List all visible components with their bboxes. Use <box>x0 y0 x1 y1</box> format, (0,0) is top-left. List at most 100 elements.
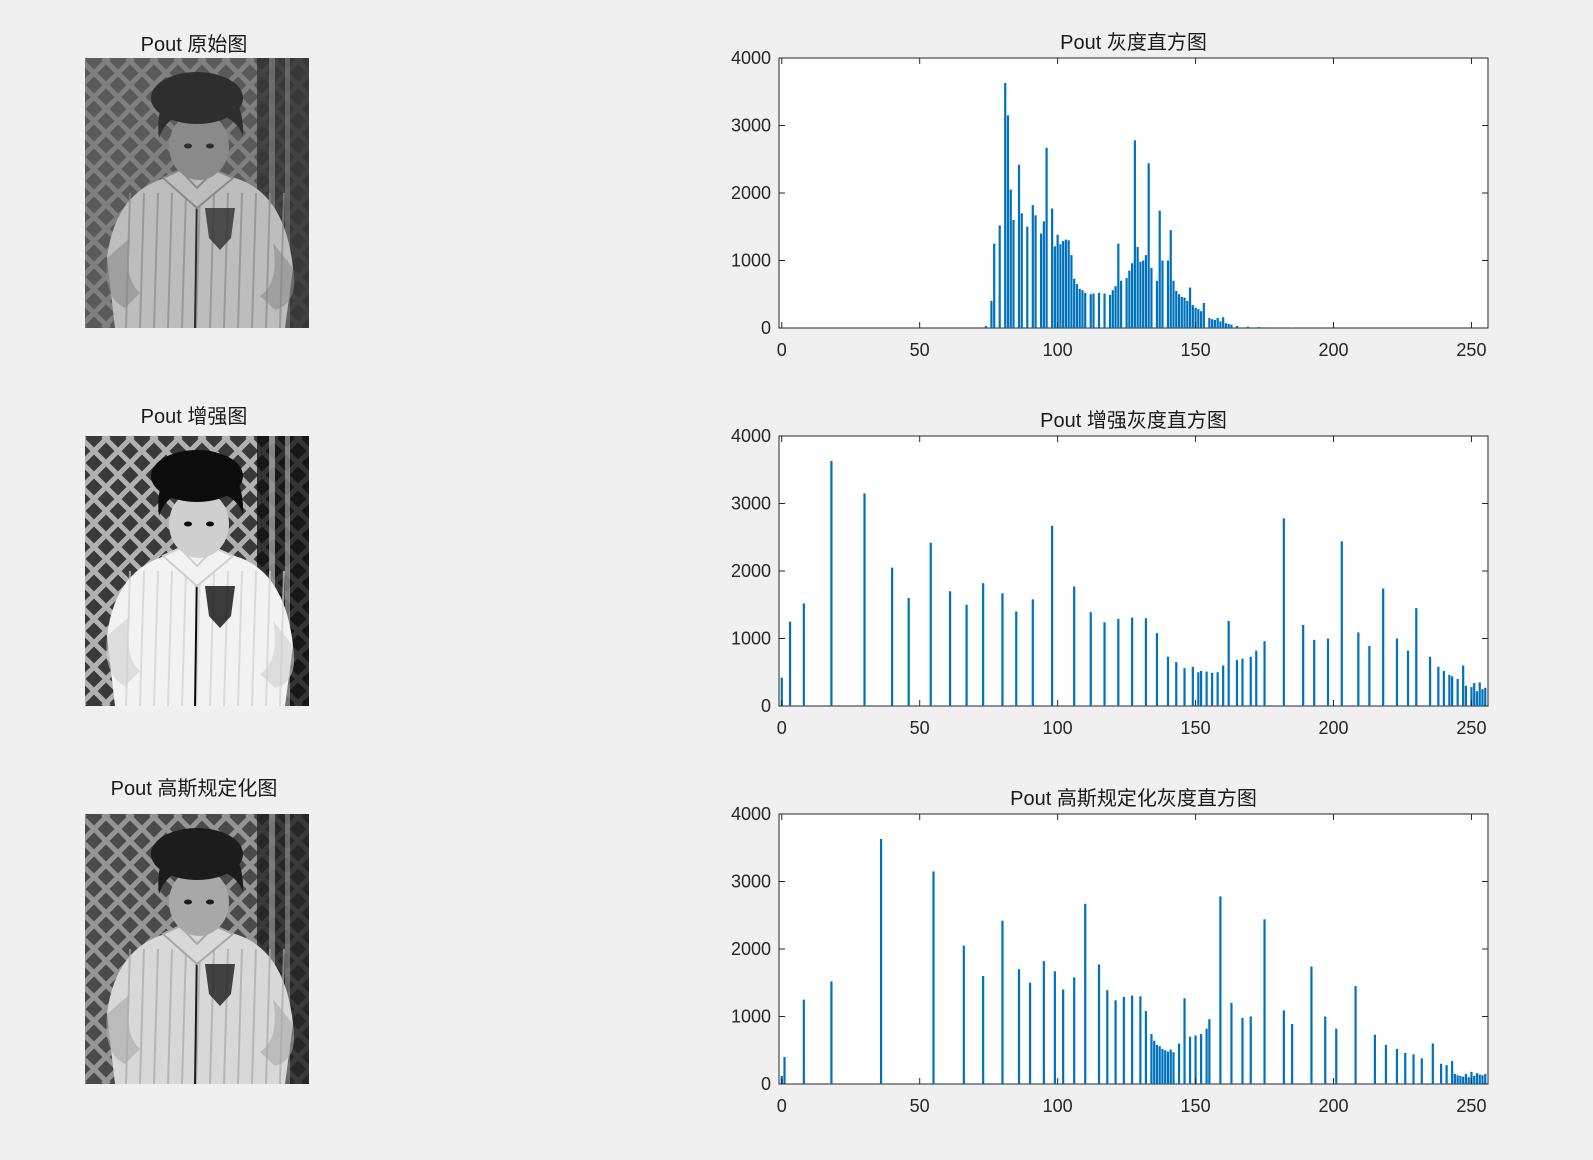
histogram-bar <box>1357 632 1360 706</box>
histogram-bar <box>1155 1044 1159 1084</box>
histogram-bar <box>1431 1043 1434 1084</box>
histogram-bar <box>1078 288 1081 328</box>
histogram-bar <box>1249 1016 1252 1084</box>
histogram-bar <box>1017 164 1021 328</box>
histogram-bar <box>1028 982 1032 1084</box>
histogram-bar <box>1139 996 1142 1084</box>
histogram-bar <box>802 999 805 1085</box>
histogram-bar <box>1103 293 1106 328</box>
histogram-bar <box>1313 639 1316 706</box>
histogram-bar <box>1484 1073 1487 1085</box>
histogram-bar <box>1249 656 1252 706</box>
histogram-bar <box>998 225 1001 328</box>
histogram-bar <box>982 583 985 706</box>
histogram-bar <box>1004 82 1007 328</box>
y-tick-label: 1000 <box>731 251 771 271</box>
histogram-bar <box>1161 260 1164 328</box>
x-tick-label: 250 <box>1456 340 1486 360</box>
histogram-bar <box>1009 189 1012 329</box>
histogram-bar <box>1205 671 1208 706</box>
histogram-bar <box>1324 1016 1327 1084</box>
x-tick-label: 250 <box>1456 718 1486 738</box>
histogram-bar <box>990 301 993 328</box>
histogram-bar <box>1053 971 1056 1084</box>
histogram-bar <box>1382 588 1385 706</box>
histogram-bar <box>1133 140 1136 328</box>
histogram-bar <box>1213 319 1216 328</box>
histogram-bar <box>993 243 996 329</box>
histogram-bar <box>1208 1019 1211 1084</box>
histogram-bar <box>1235 325 1239 328</box>
histogram-bar <box>1257 326 1261 328</box>
histogram-bar <box>1131 263 1134 328</box>
histogram-bar <box>1464 685 1468 706</box>
histogram-bar <box>1042 221 1045 328</box>
histogram-bar <box>1172 280 1175 328</box>
histogram-bar <box>1139 261 1142 328</box>
histogram-bar <box>1117 243 1120 329</box>
histogram-bar <box>1006 115 1010 329</box>
histogram-bar <box>1051 525 1054 706</box>
histogram-bar <box>1199 1034 1203 1084</box>
histogram-bar <box>1177 294 1181 328</box>
histogram-bar <box>1199 670 1203 706</box>
y-tick-label: 4000 <box>731 426 771 446</box>
histogram-bar <box>1150 1034 1153 1084</box>
histogram-bar <box>1406 650 1410 706</box>
histogram-bar <box>1456 1075 1459 1084</box>
x-tick-label: 0 <box>777 340 787 360</box>
histogram-bar <box>1056 234 1059 328</box>
histogram-bar <box>1089 612 1092 706</box>
histogram-bar <box>1481 689 1484 707</box>
histogram-bar <box>1194 307 1197 328</box>
histogram-bar <box>1194 1035 1197 1084</box>
histogram-bar <box>1031 599 1034 706</box>
pout-gaussian-image <box>85 814 309 1084</box>
histogram-bar <box>1051 208 1054 328</box>
histogram-bar <box>1481 1075 1484 1084</box>
histogram-bar <box>1373 1034 1376 1084</box>
image-title-original: Pout 原始图 <box>140 34 248 56</box>
y-tick-label: 1000 <box>731 629 771 649</box>
histogram-bar <box>1219 321 1222 328</box>
y-tick-label: 2000 <box>731 939 771 959</box>
histogram-bar <box>1053 246 1056 328</box>
y-tick-label: 2000 <box>731 561 771 581</box>
histogram-bar <box>1103 622 1106 706</box>
x-tick-label: 50 <box>910 718 930 738</box>
histogram-bar <box>1106 990 1109 1084</box>
histogram-bar <box>1462 665 1465 706</box>
histogram-bar <box>1015 611 1018 706</box>
histogram-bar <box>1227 620 1230 706</box>
histogram-bar <box>1125 278 1128 328</box>
histogram-bar <box>1062 989 1065 1084</box>
y-tick-label: 3000 <box>731 494 771 514</box>
histogram-bar <box>1136 247 1139 328</box>
histogram-bar <box>932 871 935 1085</box>
histogram-bar <box>1451 676 1454 706</box>
histogram-bar <box>802 603 805 706</box>
histogram-bar <box>1114 286 1117 328</box>
histogram-bar <box>929 542 932 706</box>
histogram-bar <box>1042 961 1045 1084</box>
x-tick-label: 200 <box>1318 340 1348 360</box>
histogram-bar <box>1017 969 1021 1084</box>
chart-title: Pout 增强灰度直方图 <box>1040 409 1227 432</box>
histogram-bar <box>1191 305 1194 328</box>
histogram-bar <box>1117 618 1120 706</box>
histogram-bar <box>783 1057 786 1084</box>
histogram-bar <box>1031 205 1034 328</box>
histogram-2: 0 50 100 150 200 250 0 1000 2000 3000 4000 Pout 高斯规… <box>731 787 1489 1116</box>
y-tick-label: 3000 <box>731 872 771 892</box>
histogram-bar <box>1155 280 1159 328</box>
histogram-bar <box>1188 287 1192 328</box>
histogram-bar <box>1224 323 1228 328</box>
histogram-bar <box>1467 1077 1470 1084</box>
x-tick-label: 0 <box>777 1096 787 1116</box>
histogram-bar <box>879 838 883 1084</box>
histogram-bar <box>1263 641 1266 706</box>
histogram-bar <box>1255 650 1258 706</box>
histogram-bar <box>962 945 965 1085</box>
histogram-bar <box>1158 1046 1161 1084</box>
histogram-bar <box>1147 163 1150 328</box>
